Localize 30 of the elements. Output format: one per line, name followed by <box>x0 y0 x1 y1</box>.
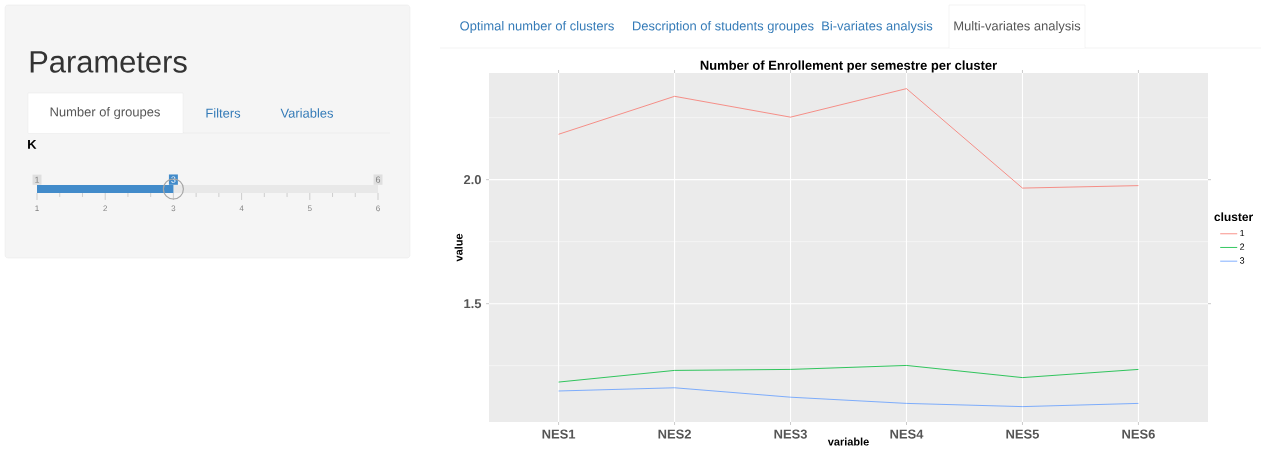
text: Optimal number of clusters <box>460 20 614 34</box>
legend-label: 3 <box>1239 257 1245 264</box>
x-tick-label: NES1 <box>542 429 576 439</box>
legend-label: 2 <box>1240 243 1245 250</box>
text: Multi-variates analysis <box>954 20 1081 34</box>
x-tick-label: NES4 <box>890 429 924 439</box>
x-tick-label: NES6 <box>1122 429 1155 439</box>
text: Variables <box>280 108 334 118</box>
legend-title: cluster <box>1214 212 1253 222</box>
text: Parameters <box>30 51 187 73</box>
line-series <box>558 387 1139 408</box>
legend-label: 1 <box>1240 229 1245 237</box>
text: 6 <box>375 176 381 183</box>
x-tick-label: NES2 <box>658 429 691 439</box>
x-axis-title: variable <box>827 437 869 446</box>
chart-title: Number of Enrollement per semestre per cluster <box>700 60 997 73</box>
text: Number of groupes <box>50 106 160 120</box>
chart-title: K <box>28 139 37 149</box>
text: 1 <box>35 176 40 183</box>
text: Bi-variates analysis <box>822 20 933 34</box>
x-tick-label: NES3 <box>774 429 807 439</box>
line-series <box>558 88 1139 189</box>
x-tick-label: NES5 <box>1006 429 1040 439</box>
y-tick-label: 1.5 <box>464 299 482 309</box>
text: Description of students groupes <box>632 20 814 34</box>
line-series <box>558 365 1139 383</box>
y-axis-title: value <box>454 233 463 262</box>
y-tick-label: 2.0 <box>463 175 481 185</box>
data-label: 3 <box>171 176 176 183</box>
text: Filters <box>206 108 241 118</box>
